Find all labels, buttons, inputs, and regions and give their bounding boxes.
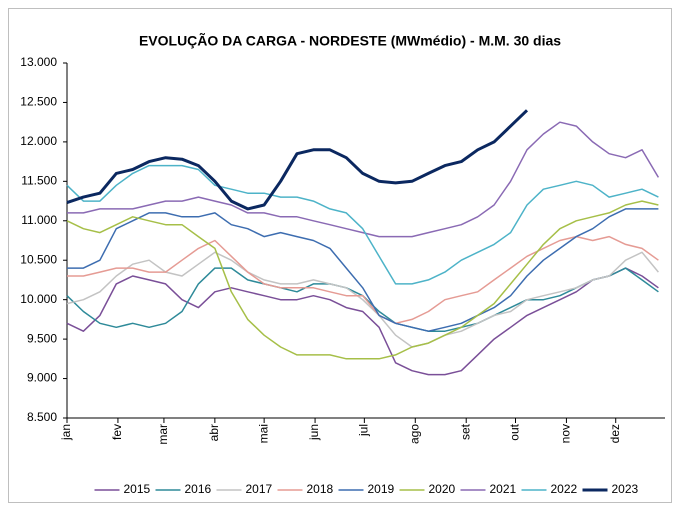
series-line (66, 200, 659, 360)
series-line (67, 235, 659, 325)
series-line (67, 208, 659, 332)
legend-label: 2016 (185, 482, 212, 496)
y-tick-label: 10.000 (20, 292, 57, 306)
y-tick-label: 12.500 (20, 95, 57, 109)
x-tick-label: jun (307, 424, 321, 441)
x-tick-label: jan (59, 424, 73, 441)
y-tick-label: 8.500 (27, 410, 57, 424)
y-tick-label: 11.500 (21, 174, 57, 188)
legend-label: 2020 (429, 482, 456, 496)
series-line (66, 267, 659, 376)
chart-frame (8, 8, 672, 503)
legend-label: 2015 (124, 482, 151, 496)
y-tick-label: 13.000 (20, 55, 57, 69)
series-line (67, 121, 660, 238)
x-tick-label: set (458, 423, 472, 440)
series-line (66, 164, 659, 285)
x-tick-label: nov (559, 424, 573, 443)
x-tick-label: mai (256, 424, 270, 443)
legend-label: 2023 (612, 482, 639, 496)
legend-label: 2021 (490, 482, 517, 496)
series-line (66, 109, 529, 211)
x-tick-label: jul (357, 424, 371, 437)
x-tick-label: abr (207, 424, 221, 441)
x-tick-label: fev (110, 424, 124, 440)
legend-label: 2019 (368, 482, 395, 496)
y-tick-label: 9.000 (27, 371, 57, 385)
x-tick-label: dez (608, 424, 622, 443)
y-tick-label: 9.500 (27, 331, 57, 345)
y-tick-label: 11.000 (21, 213, 57, 227)
legend-label: 2022 (551, 482, 578, 496)
y-tick-label: 10.500 (20, 252, 57, 266)
legend-label: 2018 (307, 482, 334, 496)
legend-label: 2017 (246, 482, 273, 496)
y-tick-label: 12.000 (20, 134, 57, 148)
x-tick-label: out (508, 423, 522, 440)
chart-title: EVOLUÇÃO DA CARGA - NORDESTE (MWmédio) -… (139, 32, 561, 49)
x-tick-label: mar (156, 424, 170, 445)
x-tick-label: ago (407, 424, 421, 444)
